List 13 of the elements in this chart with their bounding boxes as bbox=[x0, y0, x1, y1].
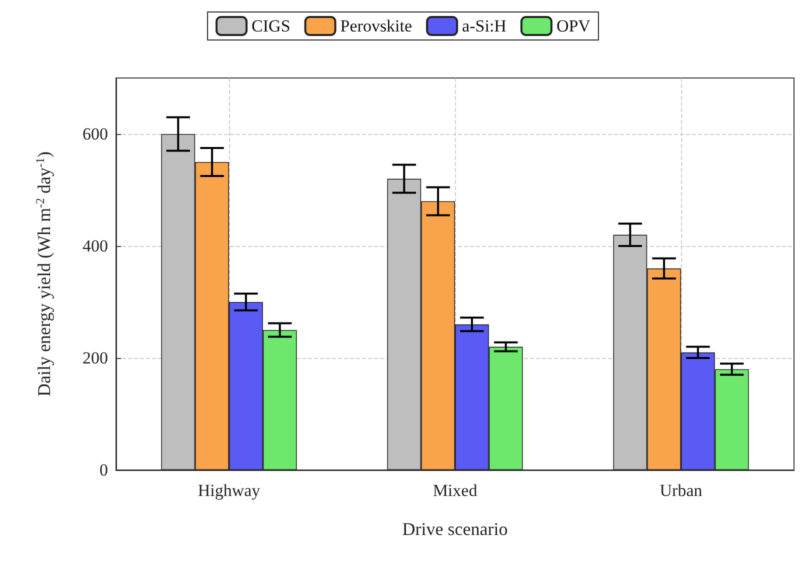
y-tick-label: 0 bbox=[100, 460, 108, 480]
x-tick-label: Mixed bbox=[432, 481, 478, 500]
legend-label: Perovskite bbox=[340, 16, 412, 36]
legend-label: CIGS bbox=[252, 16, 290, 36]
x-tick-label: Highway bbox=[198, 481, 261, 500]
y-axis-title: Daily energy yield (Wh m-2 day-1) bbox=[33, 151, 54, 397]
x-tick-label: Urban bbox=[660, 481, 703, 500]
x-axis-title: Drive scenario bbox=[402, 519, 508, 539]
y-tick-label: 200 bbox=[82, 348, 108, 368]
y-tick-label: 600 bbox=[82, 124, 108, 144]
y-tick-label: 400 bbox=[82, 236, 108, 256]
legend-label: a-Si:H bbox=[462, 16, 506, 36]
legend-label: OPV bbox=[556, 16, 592, 36]
